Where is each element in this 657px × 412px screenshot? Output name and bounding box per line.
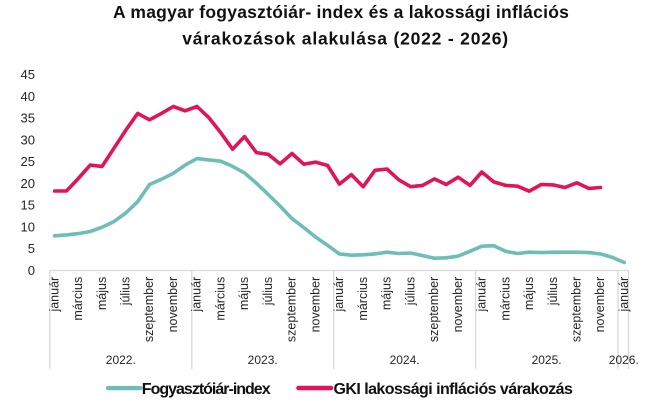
svg-text:július: július [261, 277, 275, 307]
svg-text:GKI lakossági inflációs várako: GKI lakossági inflációs várakozás [334, 381, 574, 398]
svg-text:május: május [95, 277, 109, 310]
svg-text:10: 10 [21, 219, 35, 234]
svg-text:május: május [237, 277, 251, 310]
svg-text:20: 20 [21, 176, 35, 191]
svg-text:november: november [166, 277, 180, 333]
svg-text:július: július [546, 277, 560, 307]
svg-text:25: 25 [21, 154, 35, 169]
svg-text:2022.: 2022. [106, 353, 136, 367]
svg-text:március: március [71, 277, 85, 321]
svg-text:május: május [522, 277, 536, 310]
svg-text:szeptember: szeptember [570, 277, 584, 342]
svg-text:január: január [475, 277, 489, 313]
svg-text:január: január [47, 277, 61, 313]
svg-text:január: január [617, 277, 631, 313]
svg-text:5: 5 [28, 241, 35, 256]
svg-text:március: március [498, 277, 512, 321]
svg-text:2026.: 2026. [609, 353, 639, 367]
svg-text:45: 45 [21, 67, 35, 82]
svg-text:március: március [214, 277, 228, 321]
svg-text:Fogyasztóiár-index: Fogyasztóiár-index [142, 381, 271, 398]
svg-text:november: november [451, 277, 465, 333]
svg-text:május: május [380, 277, 394, 310]
svg-text:30: 30 [21, 132, 35, 147]
svg-text:35: 35 [21, 111, 35, 126]
svg-text:A magyar fogyasztóiár- index é: A magyar fogyasztóiár- index és a lakoss… [113, 2, 569, 22]
svg-text:január: január [332, 277, 346, 313]
svg-text:november: november [308, 277, 322, 333]
svg-text:15: 15 [21, 198, 35, 213]
svg-text:40: 40 [21, 89, 35, 104]
svg-text:szeptember: szeptember [285, 277, 299, 342]
svg-text:2024.: 2024. [390, 353, 420, 367]
svg-text:0: 0 [28, 263, 35, 278]
svg-text:november: november [593, 277, 607, 333]
svg-text:várakozások alakulása (2022 -: várakozások alakulása (2022 - 2026) [182, 29, 509, 49]
svg-text:2025.: 2025. [532, 353, 562, 367]
svg-text:március: március [356, 277, 370, 321]
svg-text:szeptember: szeptember [142, 277, 156, 342]
svg-text:július: július [119, 277, 133, 307]
svg-text:szeptember: szeptember [427, 277, 441, 342]
svg-text:július: július [403, 277, 417, 307]
svg-text:január: január [190, 277, 204, 313]
svg-text:2023.: 2023. [248, 353, 278, 367]
